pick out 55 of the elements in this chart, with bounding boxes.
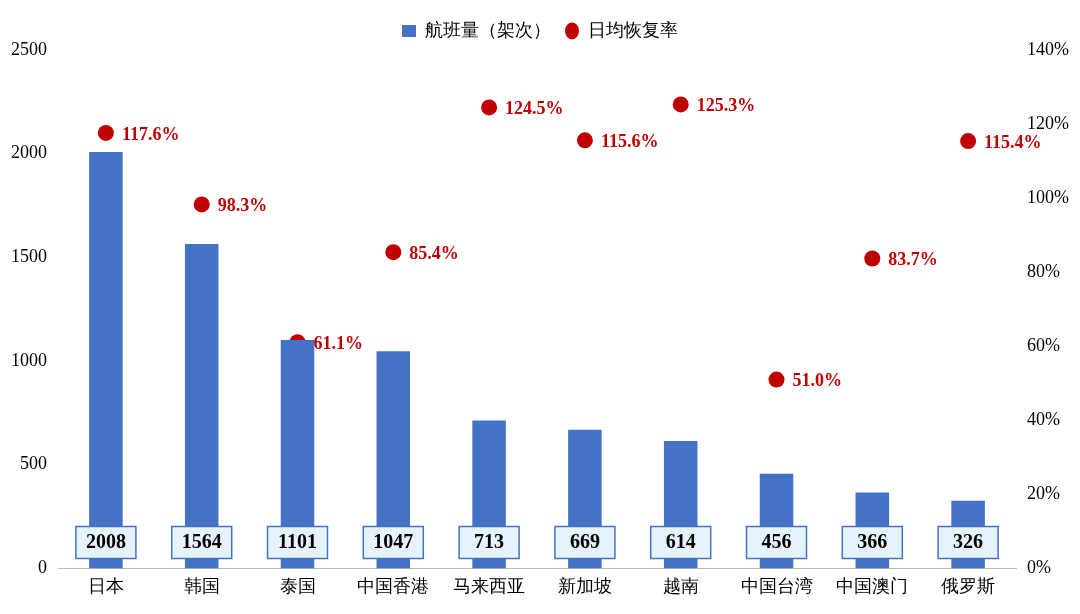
y-tick-label: 2000 (11, 142, 47, 163)
data-label: 456 (761, 529, 792, 552)
y2-tick-label: 20% (1027, 483, 1061, 504)
x-tick-label: 中国香港 (357, 575, 430, 596)
data-label: 85.4% (409, 242, 459, 263)
y-tick-label: 2500 (11, 38, 47, 59)
data-label: 1564 (181, 529, 222, 552)
data-label: 115.4% (984, 131, 1042, 152)
y2-tick-label: 0% (1027, 557, 1052, 578)
y2-tick-label: 80% (1027, 260, 1061, 281)
point (385, 244, 402, 261)
data-label: 713 (474, 529, 505, 552)
x-tick-label: 新加坡 (557, 575, 612, 596)
y-tick-label: 500 (20, 453, 47, 474)
data-label: 98.3% (217, 195, 268, 216)
legend-label: 日均恢复率 (588, 19, 678, 40)
data-label: 117.6% (121, 123, 180, 144)
data-label: 124.5% (505, 98, 564, 119)
y2-tick-label: 100% (1027, 186, 1070, 207)
point (960, 133, 977, 150)
x-tick-label: 泰国 (279, 575, 316, 596)
data-label: 51.0% (792, 370, 842, 391)
x-tick-label: 中国澳门 (836, 575, 909, 596)
y2-tick-label: 40% (1027, 409, 1061, 430)
y-tick-label: 1000 (11, 349, 47, 370)
data-label: 125.3% (696, 95, 756, 116)
data-label: 669 (569, 529, 600, 552)
data-label: 614 (665, 529, 696, 552)
legend-label: 航班量（架次） (425, 19, 551, 40)
x-tick-label: 俄罗斯 (941, 575, 996, 596)
y2-tick-label: 120% (1027, 112, 1070, 133)
y2-tick-label: 140% (1027, 38, 1070, 59)
x-tick-label: 马来西亚 (453, 575, 526, 596)
data-label: 83.7% (888, 249, 938, 270)
data-label: 115.6% (600, 131, 659, 152)
data-label: 366 (857, 529, 888, 552)
y-tick-label: 1500 (11, 246, 47, 267)
x-tick-label: 韩国 (183, 575, 220, 596)
data-label: 1047 (373, 529, 414, 552)
x-tick-label: 日本 (87, 575, 124, 596)
point (672, 96, 689, 113)
point (481, 99, 498, 116)
x-tick-label: 中国台湾 (740, 575, 813, 596)
point (97, 124, 114, 141)
point (864, 250, 881, 267)
y-tick-label: 0 (38, 557, 47, 578)
data-label: 326 (953, 529, 984, 552)
y2-tick-label: 60% (1027, 334, 1061, 355)
point (576, 132, 593, 149)
point (193, 196, 210, 213)
data-label: 1101 (278, 529, 317, 552)
x-tick-label: 越南 (662, 575, 699, 596)
data-label: 2008 (85, 529, 126, 552)
point (768, 371, 785, 388)
data-label: 61.1% (313, 332, 363, 353)
